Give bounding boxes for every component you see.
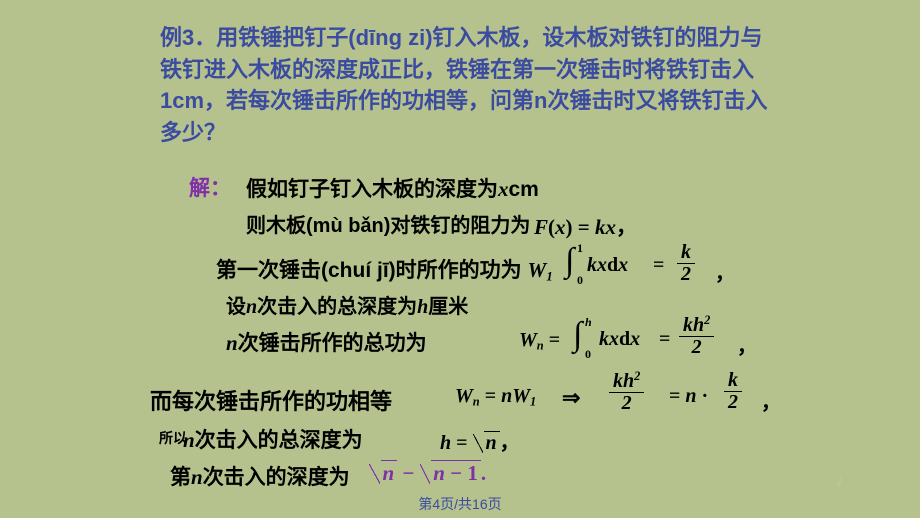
frac-num-sup: 2: [704, 313, 710, 327]
var-x: x: [498, 177, 509, 201]
equation-wn: Wn = ∫ 0 h kxdx = kh2 2 ，: [519, 319, 769, 367]
var-h: h: [417, 296, 428, 318]
num: kh: [613, 370, 634, 392]
int-upper: 1: [577, 241, 583, 256]
equation-h: h = n，: [440, 426, 520, 455]
text: 第一次锤击(chuí jī)时所作的功为: [216, 259, 522, 282]
frac-den: 2: [677, 264, 695, 285]
solution-line-6: 而每次锤击所作的功相等: [150, 384, 392, 416]
solution-line-8: 第n次击入的深度为: [170, 461, 350, 491]
text: 次击入的总深度为: [257, 296, 417, 318]
page-footer: 第4页/共16页: [0, 494, 920, 514]
var-n: n: [226, 331, 238, 355]
problem-text: 例3．用铁锤把钉子(dīng zi)钉入木板，设木板对铁钉的阻力与铁钉进入木板的…: [160, 22, 770, 149]
solution-line-1: 假如钉子钉入木板的深度为xcm: [246, 173, 539, 203]
int-upper: h: [585, 315, 592, 330]
text: 第: [170, 466, 191, 489]
frac-num: kh: [683, 314, 704, 336]
text: 设: [226, 296, 246, 318]
equation-final: n − n − 1.: [369, 461, 486, 486]
solution-line-3: 第一次锤击(chuí jī)时所作的功为 W1: [216, 254, 553, 285]
var-n: n: [246, 296, 257, 318]
text: 次击入的深度为: [203, 466, 350, 489]
unit: cm: [509, 178, 539, 201]
text: 次锤击所作的总功为: [238, 332, 427, 355]
text: 次击入的总深度为: [195, 429, 363, 452]
slide-number: 4: [835, 476, 842, 492]
equation-w1: ∫ 0 1 kxdx = k 2 ，: [565, 245, 765, 287]
den: 2: [609, 393, 644, 414]
solution-label: 解：: [189, 172, 231, 202]
text: 假如钉子钉入木板的深度为: [246, 178, 498, 201]
text: 而每次锤击所作的功相等: [150, 389, 392, 414]
equation-fx: F(x) = kx，: [534, 211, 637, 241]
var-n: n: [183, 428, 195, 452]
minus: −: [402, 461, 419, 485]
text: 厘米: [428, 296, 468, 318]
den: 2: [724, 392, 742, 413]
sup: 2: [634, 369, 640, 383]
solution-line-4: 设n次击入的总深度为h厘米: [226, 290, 468, 319]
int-lower: 0: [577, 273, 583, 288]
tail: .: [481, 461, 486, 485]
frac-num: k: [677, 242, 695, 264]
radicand: n: [484, 431, 500, 454]
problem-body: 用铁锤把钉子(dīng zi)钉入木板，设木板对铁钉的阻力与铁钉进入木板的深度成…: [160, 25, 767, 145]
var-n: n: [191, 465, 203, 489]
integrand: kx: [587, 254, 607, 276]
sub: 1: [530, 394, 536, 408]
text: 则木板(mù bǎn)对铁钉的阻力为: [246, 215, 530, 237]
solution-line-5: n次锤击所作的总功为: [226, 327, 427, 357]
sub: n: [473, 394, 480, 408]
wn-sub: n: [537, 338, 544, 352]
equation-implication: Wn = nW1 ⇒ kh2 2 = n · k 2 ，: [455, 374, 825, 424]
rad1: n: [381, 460, 398, 485]
integrand: kx: [599, 328, 619, 350]
problem-label: 例3．: [160, 25, 216, 50]
w1-sub: 1: [546, 269, 553, 284]
solution-line-2: 则木板(mù bǎn)对铁钉的阻力为: [246, 209, 530, 238]
tail: ，: [500, 432, 520, 454]
int-lower: 0: [585, 347, 591, 362]
frac-den: 2: [679, 337, 714, 358]
num: k: [724, 370, 742, 392]
solution-line-7: n次击入的总深度为: [183, 424, 363, 454]
